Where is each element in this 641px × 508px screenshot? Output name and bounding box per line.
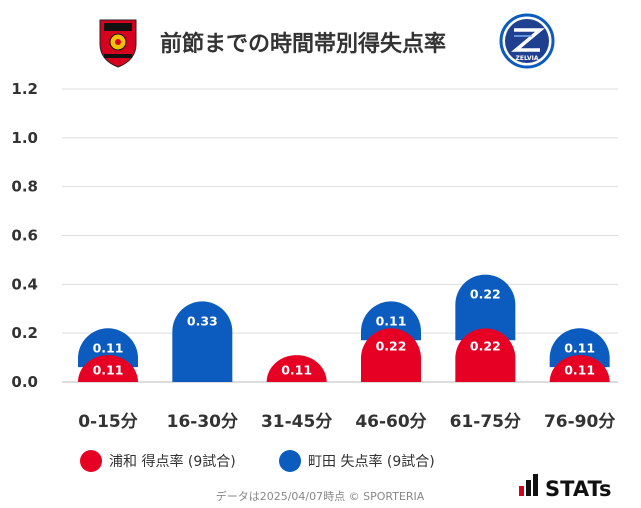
grid-lines: [62, 88, 618, 383]
bar-home: [455, 328, 516, 382]
x-axis: 0-15分 16-30分 31-45分 46-60分 61-75分 76-90分: [78, 412, 615, 432]
value-label-away: 0.11: [93, 340, 124, 355]
footer-note: データは2025/04/07時点 © SPORTERIA: [216, 489, 425, 503]
x-tick-label: 0-15分: [78, 412, 138, 432]
bars: 0.11 0.11 0.33 0.11 0.22 0.11 0.22 0.22 0.11 0.11: [78, 274, 610, 382]
value-label-home: 0.11: [281, 363, 312, 378]
y-tick-label: 0.0: [11, 373, 38, 391]
bar-home: [266, 355, 327, 382]
stats-logo-text: STATs: [545, 477, 611, 501]
legend-away-marker: [279, 450, 301, 472]
stats-logo-bar-dark: [526, 480, 531, 496]
bar-away: [549, 328, 610, 368]
x-tick-label: 61-75分: [450, 412, 521, 432]
legend-away-label: 町田 失点率 (9試合): [308, 453, 435, 470]
legend: 浦和 得点率 (9試合) 町田 失点率 (9試合): [80, 450, 435, 472]
y-tick-label: 0.8: [11, 178, 38, 196]
x-tick-label: 76-90分: [544, 412, 615, 432]
value-label-away: 0.33: [187, 313, 218, 328]
bar-away: [78, 328, 138, 368]
x-tick-label: 16-30分: [167, 412, 238, 432]
bar-away: [455, 274, 516, 341]
x-tick-label: 31-45分: [261, 412, 332, 432]
value-label-home: 0.22: [470, 338, 501, 353]
stats-logo-bar-red: [519, 486, 524, 496]
away-logo-text: ZELVIA: [516, 55, 539, 62]
bar-home: [78, 355, 138, 382]
x-tick-label: 46-60分: [355, 412, 426, 432]
y-axis: 0.0 0.2 0.4 0.6 0.8 1.0 1.2: [11, 80, 38, 391]
machida-zelvia-crest-icon: ZELVIA: [499, 13, 555, 69]
stats-logo: STATs: [519, 474, 611, 501]
y-tick-label: 0.4: [11, 275, 38, 293]
value-label-away: 0.11: [564, 340, 595, 355]
chart-title: 前節までの時間帯別得失点率: [160, 31, 446, 57]
value-label-home: 0.22: [376, 338, 407, 353]
value-label-away: 0.22: [470, 287, 501, 302]
bar-home: [549, 355, 610, 382]
y-tick-label: 1.2: [11, 80, 38, 98]
urawa-reds-crest-icon: [99, 19, 137, 68]
legend-home-label: 浦和 得点率 (9試合): [109, 453, 236, 470]
value-label-home: 0.11: [564, 363, 595, 378]
value-label-home: 0.11: [93, 363, 124, 378]
bar-away: [361, 301, 421, 341]
value-label-away: 0.11: [376, 313, 407, 328]
bar-away: [172, 301, 233, 382]
stats-logo-bar-tall: [533, 474, 538, 496]
bar-home: [361, 328, 421, 382]
legend-home-marker: [80, 450, 102, 472]
y-tick-label: 1.0: [11, 129, 38, 147]
y-tick-label: 0.2: [11, 324, 38, 342]
y-tick-label: 0.6: [11, 227, 38, 245]
